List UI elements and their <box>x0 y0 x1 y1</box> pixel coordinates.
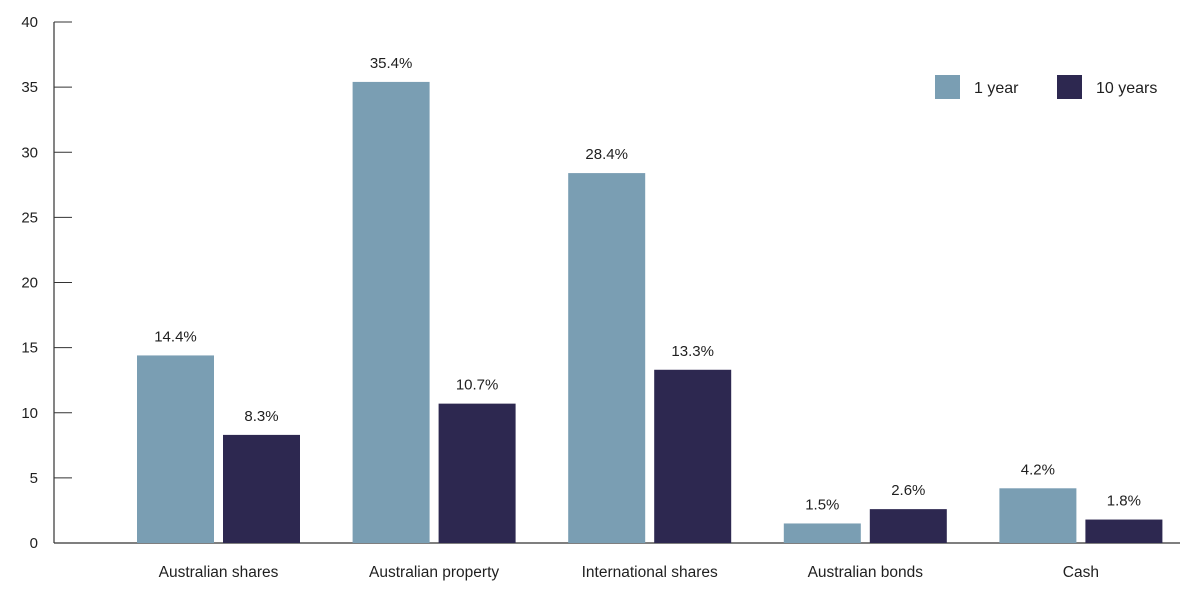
y-tick-label: 40 <box>21 14 38 31</box>
bars <box>137 81 1163 543</box>
legend-label: 10 years <box>1096 80 1157 97</box>
x-category-label: Australian property <box>369 564 499 581</box>
bar-10-years <box>869 509 947 543</box>
data-labels: 14.4% 8.3% 35.4% 10.7% 28.4% 13.3% 1.5% 2.6% 4.2… <box>154 55 1141 514</box>
bar-1-year <box>352 81 430 543</box>
bar-10-years <box>438 403 516 543</box>
data-label: 10.7% <box>456 377 499 394</box>
y-tick-label: 20 <box>21 275 38 292</box>
bar-1-year <box>568 173 646 543</box>
x-category-label: Cash <box>1063 564 1099 581</box>
bar-10-years <box>1085 519 1163 543</box>
x-category-label: Australian shares <box>159 564 279 581</box>
x-category-label: Australian bonds <box>808 564 924 581</box>
legend-label: 1 year <box>974 80 1019 97</box>
bar-1-year <box>137 355 214 543</box>
y-tick-label: 30 <box>21 144 38 161</box>
y-tick-label: 35 <box>21 79 38 96</box>
x-category-label: International shares <box>582 564 718 581</box>
y-tick-label: 15 <box>21 340 38 357</box>
data-label: 1.5% <box>805 496 839 513</box>
data-label: 4.2% <box>1021 461 1055 478</box>
axes: 0 5 10 15 20 25 30 35 40 Australian shares Austral… <box>21 14 1180 581</box>
data-label: 1.8% <box>1107 493 1141 510</box>
y-tick-label: 10 <box>21 405 38 422</box>
data-label: 13.3% <box>671 343 714 360</box>
y-tick-label: 5 <box>30 470 38 487</box>
data-label: 8.3% <box>244 408 278 425</box>
data-label: 28.4% <box>585 146 628 163</box>
data-label: 35.4% <box>370 55 413 72</box>
data-label: 14.4% <box>154 328 197 345</box>
y-tick-label: 25 <box>21 209 38 226</box>
bar-1-year <box>783 523 861 543</box>
legend: 1 year 10 years <box>935 75 1157 99</box>
legend-swatch <box>935 75 960 99</box>
y-tick-label: 0 <box>30 535 38 552</box>
bar-10-years <box>223 434 300 543</box>
bar-1-year <box>999 488 1077 543</box>
legend-swatch <box>1057 75 1082 99</box>
data-label: 2.6% <box>891 482 925 499</box>
bar-10-years <box>654 369 732 543</box>
